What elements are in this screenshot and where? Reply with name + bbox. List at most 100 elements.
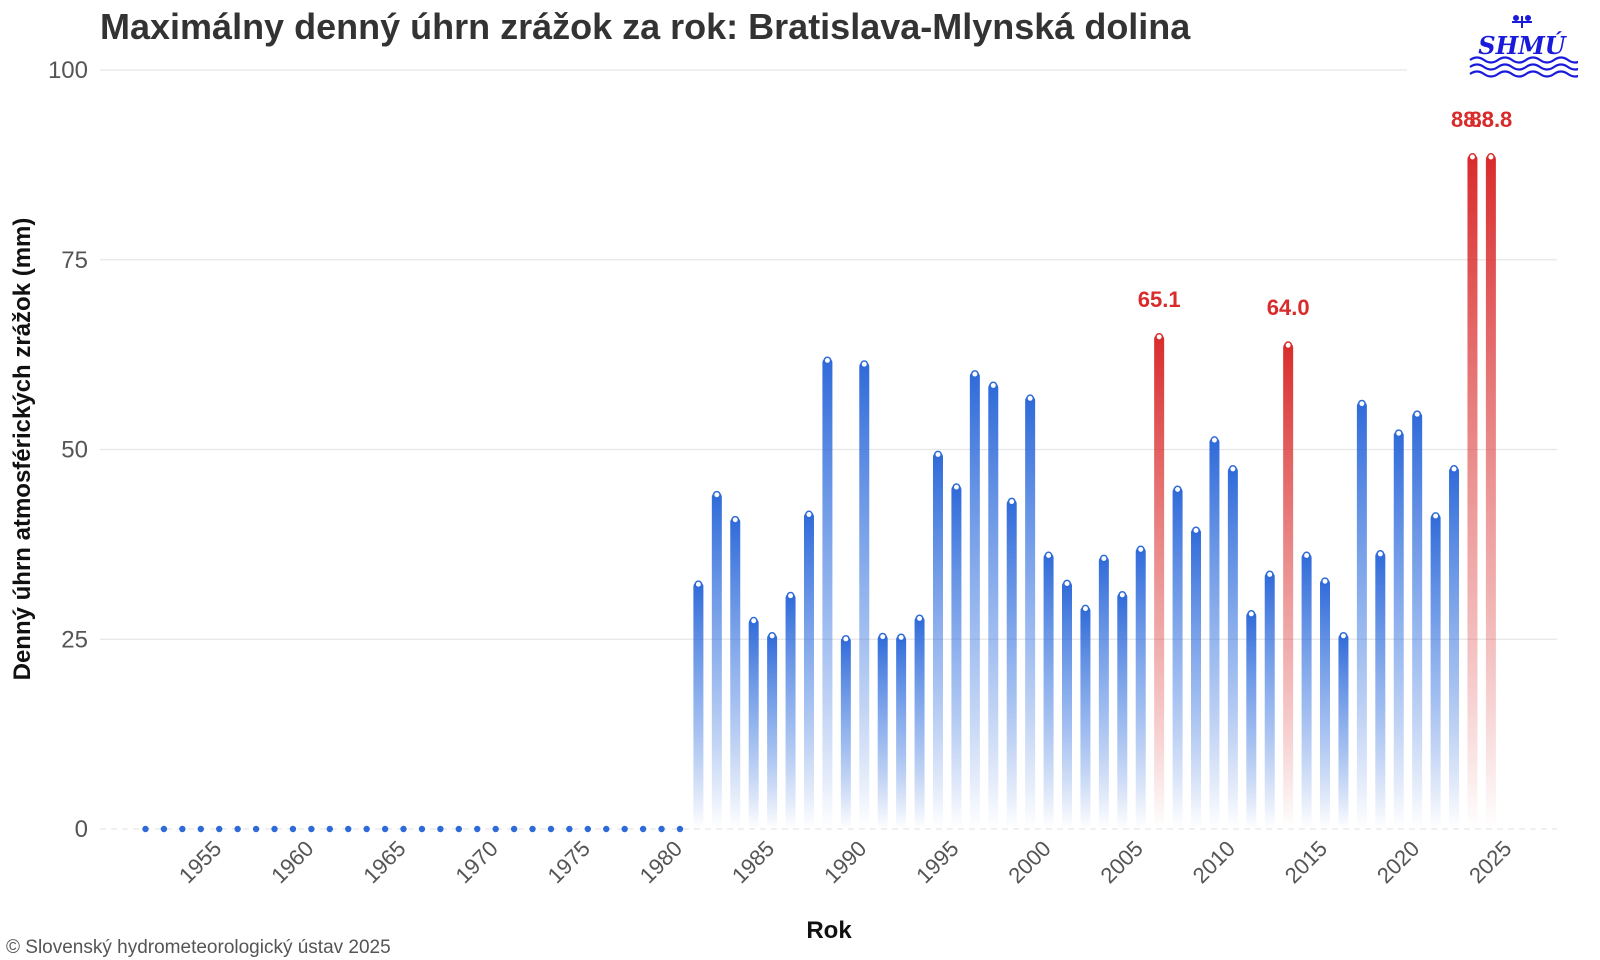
bars <box>142 153 1496 833</box>
x-tick-label: 2010 <box>1188 836 1240 888</box>
bar-point <box>1136 545 1145 554</box>
zero-value-marker <box>400 825 407 833</box>
bar <box>969 372 980 829</box>
zero-value-marker <box>381 825 389 833</box>
bar-record <box>1467 155 1478 829</box>
bar <box>1246 611 1257 829</box>
bar <box>1062 581 1072 829</box>
bar-point <box>970 370 979 379</box>
bar-point <box>1265 570 1274 579</box>
x-tick-label: 1980 <box>635 836 687 888</box>
bar-point <box>731 515 740 524</box>
bar <box>1301 553 1312 829</box>
bar-point <box>1486 153 1495 161</box>
bar-point <box>1431 512 1440 520</box>
zero-value-marker <box>566 825 573 833</box>
bar-point <box>915 614 924 623</box>
zero-value-marker <box>271 825 278 833</box>
bar <box>1117 592 1128 829</box>
y-tick-label: 25 <box>61 626 88 653</box>
data-label: 64.0 <box>1267 295 1310 320</box>
bar-record <box>1485 155 1496 829</box>
zero-value-marker <box>639 825 647 833</box>
copyright-notice: © Slovenský hydrometeorologický ústav 20… <box>6 937 391 958</box>
zero-value-marker <box>363 825 370 833</box>
bar <box>1191 528 1202 829</box>
bar-point <box>934 450 942 459</box>
bar-point <box>1284 341 1293 350</box>
x-tick-label: 1985 <box>727 836 779 888</box>
x-tick-label: 2020 <box>1372 836 1424 888</box>
bar <box>767 633 778 829</box>
bar-point <box>1468 153 1477 161</box>
bar <box>1006 499 1017 829</box>
bar-point <box>952 483 961 492</box>
zero-value-marker <box>676 825 684 833</box>
bar-point <box>878 632 887 641</box>
bar-point <box>712 490 721 499</box>
bar-point <box>1376 550 1385 558</box>
bar-point <box>1413 410 1422 419</box>
zero-value-marker <box>216 825 223 833</box>
x-tick-label: 1965 <box>358 836 410 888</box>
bar-point <box>1357 399 1366 408</box>
bar-point <box>989 381 998 390</box>
bar-record <box>1154 334 1165 829</box>
zero-value-marker <box>492 825 499 833</box>
bar-point <box>1302 551 1311 560</box>
data-label: 88.8 <box>1451 107 1494 132</box>
bar-point <box>1192 526 1200 535</box>
x-tick-label: 2015 <box>1280 836 1332 888</box>
bar <box>988 383 999 829</box>
x-tick-label: 2025 <box>1464 836 1516 888</box>
zero-value-marker <box>160 825 168 833</box>
bar <box>748 618 759 829</box>
bar <box>859 362 870 829</box>
bar <box>1172 487 1183 829</box>
bar-point <box>1450 465 1458 473</box>
bar-point <box>1026 394 1035 403</box>
bar-record <box>1283 343 1294 829</box>
bar <box>1264 572 1275 829</box>
x-tick-label: 1975 <box>543 836 595 888</box>
bar-point <box>1173 485 1182 494</box>
bar <box>1338 633 1349 829</box>
bar <box>1430 514 1441 829</box>
x-tick-label: 1995 <box>911 836 963 888</box>
bar <box>932 452 943 829</box>
zero-value-marker <box>455 825 463 833</box>
bar <box>896 635 907 829</box>
y-tick-label: 50 <box>61 437 88 464</box>
bar <box>1080 606 1091 829</box>
bar-point <box>1247 609 1256 618</box>
zero-value-marker <box>179 825 186 833</box>
zero-value-marker <box>584 825 592 833</box>
zero-value-marker <box>418 825 426 833</box>
bar-point <box>841 635 850 643</box>
y-tick-label: 0 <box>75 816 88 843</box>
zero-value-marker <box>197 825 204 833</box>
bar-point <box>1210 436 1219 445</box>
bar-point <box>694 580 703 589</box>
waves-icon <box>1469 56 1578 78</box>
bar-point <box>860 360 869 369</box>
bar <box>1375 551 1386 829</box>
weather-vane-icon <box>1512 15 1532 28</box>
zero-value-marker <box>529 825 536 833</box>
x-tick-label: 2000 <box>1003 836 1055 888</box>
bar-point <box>823 356 832 365</box>
bar-point <box>1394 429 1403 438</box>
x-axis-title: Rok <box>806 917 852 944</box>
bar-point <box>786 591 795 600</box>
bar <box>711 492 722 829</box>
y-tick-label: 100 <box>48 57 88 84</box>
bar-point <box>897 633 906 642</box>
bar-point <box>1081 604 1090 613</box>
data-label: 65.1 <box>1138 287 1181 312</box>
bar <box>914 616 925 829</box>
x-tick-label: 2005 <box>1096 836 1148 888</box>
zero-value-marker <box>308 825 315 833</box>
bar-point <box>1155 332 1164 341</box>
zero-value-marker <box>474 825 481 833</box>
